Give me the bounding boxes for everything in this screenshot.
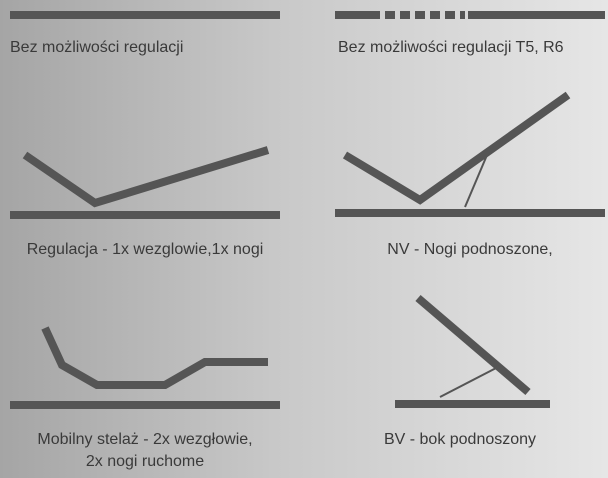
label: 2x nogi ruchome bbox=[86, 453, 204, 470]
label: BV - bok podnoszony bbox=[384, 431, 536, 448]
label: Bez możliwości regulacji bbox=[10, 39, 183, 56]
label: Bez możliwości regulacji T5, R6 bbox=[338, 39, 564, 56]
label: NV - Nogi podnoszone, bbox=[387, 241, 552, 258]
bed-side bbox=[415, 294, 531, 396]
bed-frame bbox=[41, 326, 268, 389]
support bbox=[464, 147, 491, 208]
support bbox=[439, 365, 501, 398]
label: Mobilny stelaż - 2x wezgłowie, bbox=[37, 431, 252, 448]
bed-frame bbox=[342, 91, 571, 205]
bed-frame bbox=[22, 146, 270, 208]
label: Regulacja - 1x wezglowie,1x nogi bbox=[27, 241, 264, 258]
